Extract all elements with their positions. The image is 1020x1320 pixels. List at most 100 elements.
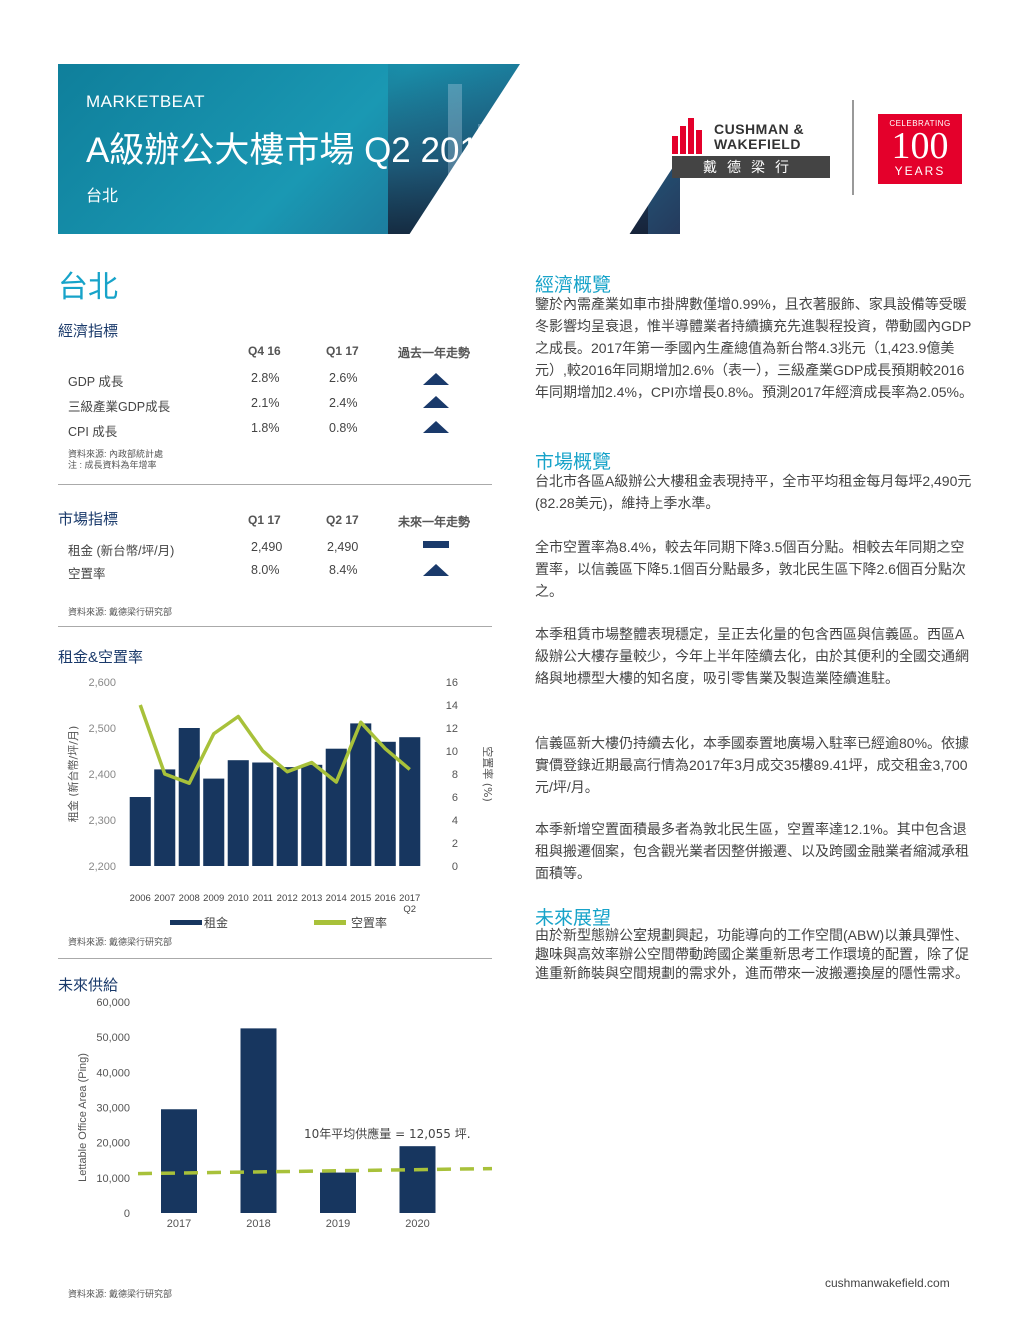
economic-overview-text: 鑒於內需產業如車市掛牌數僅增0.99%，且衣著服飾、家具設備等受暖冬影響均呈衰退… [535, 296, 973, 400]
trend-up-icon [423, 564, 449, 576]
rent-bar [129, 797, 151, 866]
x-tick-label: 2007 [154, 893, 175, 904]
y-tick-label: 30,000 [96, 1103, 130, 1115]
y2-tick-label: 16 [446, 677, 458, 689]
econ-row-label: 三級產業GDP成長 [68, 400, 171, 414]
legend-swatch-rent [170, 920, 202, 925]
x-tick-label: 2008 [179, 893, 200, 904]
econ-row-value: 0.8% [329, 421, 358, 435]
x-tick-label: 2014 [326, 893, 347, 904]
cushman-wakefield-logo: CUSHMAN & WAKEFIELD 戴德梁行 [672, 118, 832, 180]
marketbeat-kicker: MARKETBEAT [86, 92, 205, 111]
future-supply-heading: 未來供給 [58, 977, 119, 994]
econ-row-value: 1.8% [251, 421, 280, 435]
y-tick-label: 50,000 [96, 1032, 130, 1044]
market-row-value: 8.0% [251, 563, 280, 577]
y2-tick-label: 2 [452, 838, 458, 850]
footer-website-link[interactable]: cushmanwakefield.com [825, 1276, 950, 1290]
logo-divider [852, 100, 854, 195]
x-tick-label: 2009 [203, 893, 224, 904]
y2-tick-label: 8 [452, 769, 458, 781]
future-supply-chart: 0 10,000 20,000 30,000 40,000 50,000 60,000 201… [77, 997, 493, 1230]
market-row-value: 8.4% [329, 563, 358, 577]
x-tick-label: 2011 [253, 893, 273, 904]
supply-bar [161, 1109, 197, 1213]
economic-overview-heading: 經濟概覽 [535, 275, 612, 296]
x-tick-label: 2019 [326, 1218, 350, 1230]
market-overview-para-3: 本季租賃市場整體表現穩定，呈正去化量的包含西區與信義區。西區A級辦公大樓存量較少… [535, 626, 969, 686]
y2-tick-label: 4 [452, 815, 458, 827]
econ-col-3: 過去一年走勢 [398, 346, 471, 360]
celebrating-100-years-badge: CELEBRATING 100 YEARS [878, 114, 962, 184]
y-tick-label: 0 [124, 1208, 130, 1220]
x-tick-label: 2016 [375, 893, 396, 904]
page-city-heading: 台北 [58, 271, 118, 304]
legend-label-rent: 租金 [204, 915, 228, 930]
section-divider [58, 626, 492, 627]
section-divider [58, 484, 492, 485]
rent-bar [154, 769, 176, 866]
rent-vacancy-chart: 2,200 2,300 2,400 2,500 2,600 0 2 4 6 8 10 12 14 16 20… [66, 677, 495, 930]
market-overview-para-4: 信義區新大樓仍持續去化，本季國泰置地廣場入駐率已經逾80%。依據實價登錄近期最高… [535, 735, 970, 795]
econ-row-value: 2.6% [329, 371, 358, 385]
average-supply-line [137, 1166, 493, 1176]
trend-up-icon [423, 373, 449, 385]
footer-source-note: 資料來源: 戴德梁行研究部 [68, 1289, 173, 1299]
y-axis-label: 租金 (新台幣/坪/月) [66, 726, 80, 823]
y2-tick-label: 12 [446, 723, 458, 735]
rent-bar [276, 767, 298, 866]
market-overview-para-2: 全市空置率為8.4%，較去年同期下降3.5個百分點。相較去年同期之空置率，以信義… [535, 539, 966, 599]
vacancy-line [138, 704, 411, 785]
header-banner: MARKETBEAT A級辦公大樓市場 Q2 2017 台北 [58, 64, 680, 234]
econ-row-value: 2.4% [329, 396, 358, 410]
econ-col-2: Q1 17 [326, 344, 359, 358]
y2-tick-label: 6 [452, 792, 458, 804]
market-row-value: 2,490 [251, 540, 283, 554]
y-tick-label: 20,000 [96, 1138, 130, 1150]
market-source-note: 資料來源: 戴德梁行研究部 [68, 607, 173, 617]
market-row-label: 空置率 [68, 567, 106, 581]
legend-swatch-vacancy [314, 920, 346, 925]
market-col-2: Q2 17 [326, 513, 359, 527]
y-tick-label: 2,200 [88, 861, 116, 873]
y-tick-label: 2,600 [88, 677, 116, 689]
econ-row-label: CPI 成長 [68, 425, 118, 439]
x-tick-label: 2018 [246, 1218, 270, 1230]
rent-bar [374, 741, 396, 866]
y-tick-label: 40,000 [96, 1067, 130, 1079]
econ-row-value: 2.1% [251, 396, 280, 410]
y-tick-label: 10,000 [96, 1173, 130, 1185]
rent-bar [178, 728, 200, 866]
rent-bar [301, 764, 323, 866]
logo-bars-icon [672, 118, 708, 154]
outlook-heading: 未來展望 [535, 908, 612, 929]
econ-row-label: GDP 成長 [68, 375, 124, 389]
y-tick-label: 60,000 [96, 997, 130, 1009]
x-tick-label: 2017 [167, 1218, 191, 1230]
supply-bar [399, 1146, 436, 1213]
supply-bar [240, 1028, 277, 1213]
rent-chart-source-note: 資料來源: 戴德梁行研究部 [68, 937, 173, 947]
rent-bar [227, 760, 249, 866]
x-tick-label: 2017 [399, 893, 420, 904]
x-tick-label: 2006 [130, 893, 151, 904]
market-row-value: 2,490 [327, 540, 359, 554]
market-col-1: Q1 17 [248, 513, 281, 527]
market-col-3: 未來一年走勢 [398, 515, 471, 529]
trend-up-icon [423, 421, 449, 433]
y2-tick-label: 10 [446, 746, 458, 758]
outlook-text: 由於新型態辦公室規劃興起，功能導向的工作空間(ABW)以兼具彈性、趣味與高效率辦… [535, 927, 969, 981]
x-tick-label: 2013 [301, 893, 322, 904]
market-overview-para-1: 台北市各區A級辦公大樓租金表現持平，全市平均租金每月每坪2,490元(82.28… [535, 473, 972, 511]
x-tick-label: 2010 [228, 893, 249, 904]
market-row-label: 租金 (新台幣/坪/月) [68, 544, 175, 558]
y-tick-label: 2,400 [88, 769, 116, 781]
rent-bar [350, 723, 372, 866]
market-overview-para-5: 本季新增空置面積最多者為敦北民生區，空置率達12.1%。其中包含退租與搬遷個案，… [535, 821, 969, 881]
x-tick-label: Q2 [403, 904, 416, 915]
supply-bar [320, 1172, 356, 1213]
x-tick-label: 2020 [405, 1218, 429, 1230]
logo-chinese-name: 戴德梁行 [672, 156, 830, 178]
section-divider [58, 958, 492, 959]
economic-indicators-heading: 經濟指標 [58, 323, 119, 340]
